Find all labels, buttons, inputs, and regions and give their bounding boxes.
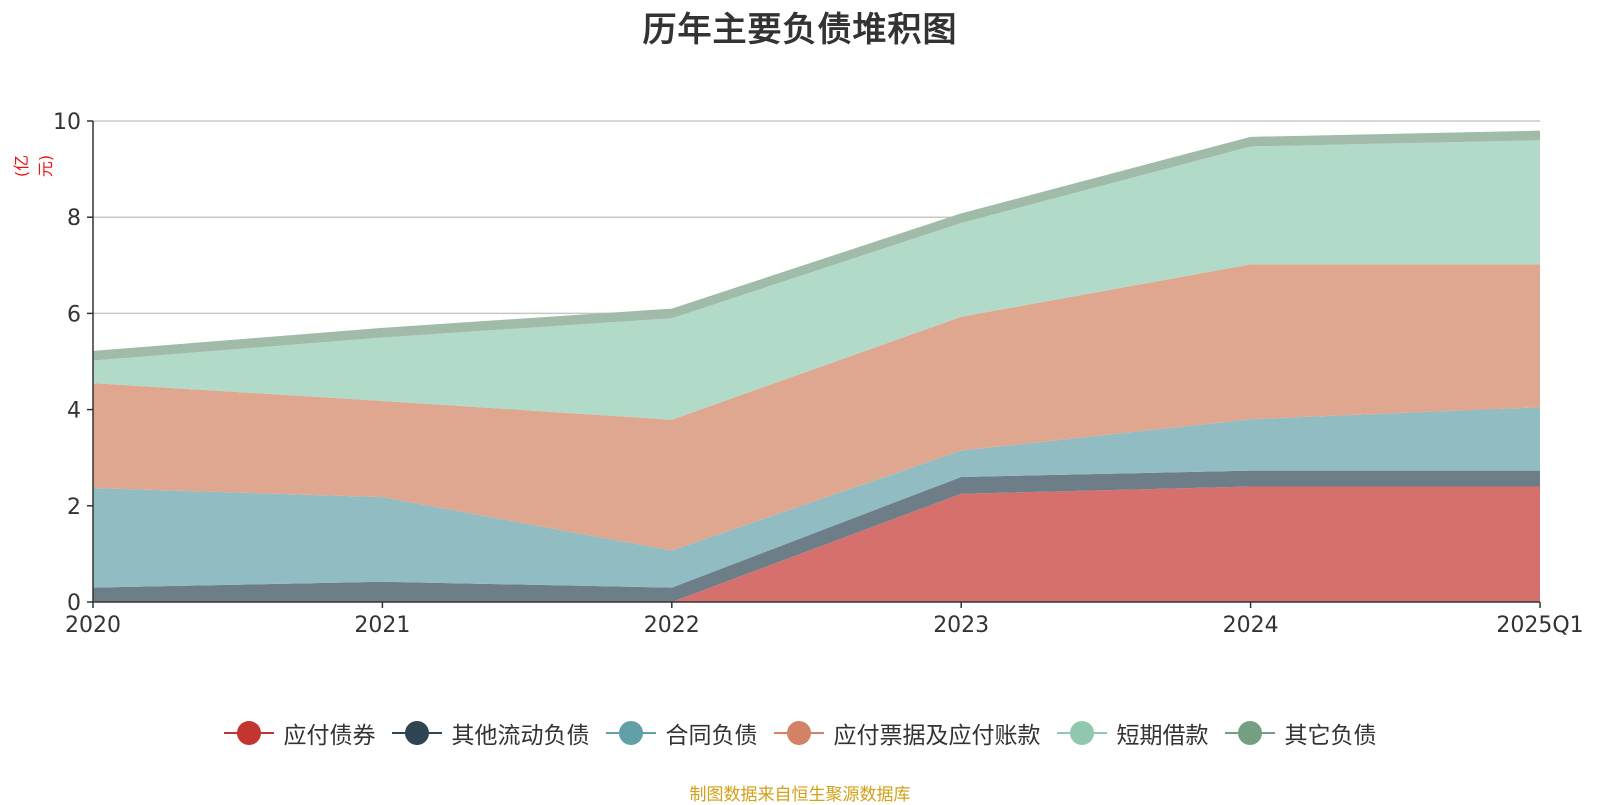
area-series-4[interactable] bbox=[93, 140, 1540, 420]
x-tick-label-4: 2024 bbox=[1223, 613, 1279, 638]
x-tick-label-1: 2021 bbox=[354, 613, 410, 638]
area-series-1[interactable] bbox=[93, 470, 1540, 602]
legend-marker-icon bbox=[773, 721, 824, 745]
legend-marker-icon bbox=[1224, 721, 1275, 745]
area-series-0[interactable] bbox=[93, 486, 1540, 602]
legend-label: 短期借款 bbox=[1116, 723, 1209, 749]
legend-item-2[interactable]: 合同负债 bbox=[605, 716, 758, 750]
legend-item-1[interactable]: 其他流动负债 bbox=[391, 716, 590, 750]
legend-label: 合同负债 bbox=[665, 723, 758, 749]
x-tick-label-5: 2025Q1 bbox=[1496, 613, 1583, 638]
legend-item-3[interactable]: 应付票据及应付账款 bbox=[773, 716, 1041, 750]
legend-label: 其它负债 bbox=[1284, 723, 1377, 749]
y-tick-label-4: 4 bbox=[67, 399, 81, 424]
area-series-2[interactable] bbox=[93, 407, 1540, 588]
legend-item-4[interactable]: 短期借款 bbox=[1056, 716, 1209, 750]
chart-title: 历年主要负债堆积图 bbox=[642, 10, 958, 50]
y-tick-label-0: 0 bbox=[67, 591, 81, 616]
legend-marker-icon bbox=[1056, 721, 1107, 745]
legend-label: 应付票据及应付账款 bbox=[833, 723, 1041, 749]
legend-item-5[interactable]: 其它负债 bbox=[1224, 716, 1377, 750]
axes: 0 2 4 6 8 10 2020 2021 2022 2023 2024 2025Q1 bbox=[53, 110, 1584, 638]
x-tick-label-3: 2023 bbox=[933, 613, 989, 638]
y-tick-label-2: 2 bbox=[67, 495, 81, 520]
area-series-3[interactable] bbox=[93, 264, 1540, 551]
x-tick-label-2: 2022 bbox=[644, 613, 700, 638]
y-tick-label-6: 6 bbox=[67, 302, 81, 327]
legend-item-0[interactable]: 应付债券 bbox=[223, 716, 376, 750]
source-note: 制图数据来自恒生聚源数据库 bbox=[689, 785, 911, 805]
legend-label: 其他流动负债 bbox=[451, 723, 590, 749]
legend-marker-icon bbox=[223, 721, 274, 745]
legend-marker-icon bbox=[391, 721, 442, 745]
y-tick-label-10: 10 bbox=[53, 110, 81, 135]
legend: 应付债券 其他流动负债 合同负债 应付票据及应付账款 短期借款 其它负债 bbox=[0, 716, 1600, 750]
x-tick-label-0: 2020 bbox=[65, 613, 121, 638]
legend-label: 应付债券 bbox=[283, 723, 376, 749]
stacked-areas bbox=[93, 130, 1540, 602]
y-tick-label-8: 8 bbox=[67, 206, 81, 231]
legend-marker-icon bbox=[605, 721, 656, 745]
